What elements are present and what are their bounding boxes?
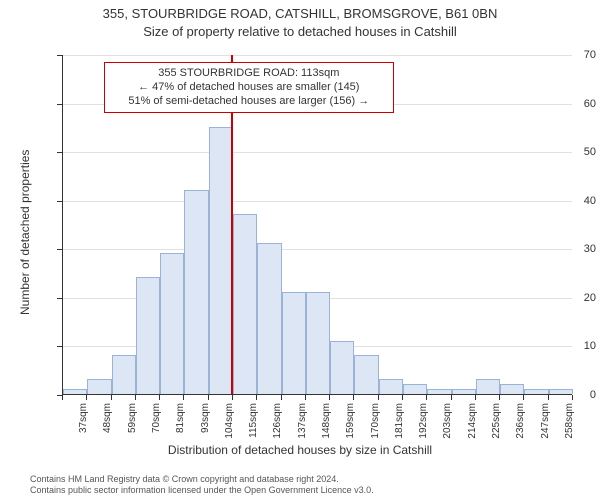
histogram-bar xyxy=(452,389,476,394)
annotation-line: 355 STOURBRIDGE ROAD: 113sqm xyxy=(111,66,387,80)
y-tick-label: 0 xyxy=(542,389,596,401)
y-tick-label: 20 xyxy=(542,292,596,304)
chart-title-sub: Size of property relative to detached ho… xyxy=(0,24,600,39)
annotation-line: 51% of semi-detached houses are larger (… xyxy=(111,94,387,108)
x-tick-mark xyxy=(451,395,452,400)
x-tick-label: 192sqm xyxy=(418,403,429,451)
y-tick-label: 70 xyxy=(542,49,596,61)
y-tick-mark xyxy=(57,201,62,202)
histogram-bar xyxy=(233,214,257,394)
y-tick-label: 60 xyxy=(542,98,596,110)
x-tick-mark xyxy=(426,395,427,400)
x-tick-label: 126sqm xyxy=(272,403,283,451)
y-tick-mark xyxy=(57,55,62,56)
histogram-bar xyxy=(379,379,403,394)
gridline xyxy=(63,249,572,250)
histogram-bar xyxy=(282,292,306,394)
x-tick-mark xyxy=(499,395,500,400)
x-tick-mark xyxy=(111,395,112,400)
footer-line-1: Contains HM Land Registry data © Crown c… xyxy=(30,474,600,485)
histogram-bar xyxy=(87,379,111,394)
annotation-box: 355 STOURBRIDGE ROAD: 113sqm← 47% of det… xyxy=(104,62,394,113)
x-tick-mark xyxy=(208,395,209,400)
annotation-line: ← 47% of detached houses are smaller (14… xyxy=(111,80,387,94)
histogram-bar xyxy=(500,384,524,394)
y-axis-title: Number of detached properties xyxy=(18,150,32,315)
x-tick-label: 181sqm xyxy=(394,403,405,451)
x-tick-mark xyxy=(548,395,549,400)
histogram-bar xyxy=(63,389,87,394)
chart-title-address: 355, STOURBRIDGE ROAD, CATSHILL, BROMSGR… xyxy=(0,6,600,21)
y-tick-mark xyxy=(57,104,62,105)
histogram-bar xyxy=(209,127,233,394)
x-tick-label: 247sqm xyxy=(540,403,551,451)
y-tick-mark xyxy=(57,298,62,299)
histogram-bar xyxy=(112,355,136,394)
y-tick-mark xyxy=(57,152,62,153)
x-tick-label: 37sqm xyxy=(78,403,89,451)
x-tick-mark xyxy=(281,395,282,400)
histogram-bar xyxy=(330,341,354,394)
y-tick-label: 10 xyxy=(542,340,596,352)
x-tick-mark xyxy=(159,395,160,400)
histogram-bar xyxy=(257,243,281,394)
x-tick-label: 214sqm xyxy=(467,403,478,451)
x-tick-mark xyxy=(378,395,379,400)
x-tick-mark xyxy=(183,395,184,400)
histogram-bar xyxy=(403,384,427,394)
x-tick-label: 104sqm xyxy=(224,403,235,451)
x-tick-mark xyxy=(86,395,87,400)
gridline xyxy=(63,152,572,153)
x-tick-label: 225sqm xyxy=(491,403,502,451)
x-tick-mark xyxy=(305,395,306,400)
x-tick-label: 93sqm xyxy=(200,403,211,451)
x-tick-label: 148sqm xyxy=(321,403,332,451)
x-tick-mark xyxy=(475,395,476,400)
histogram-bar xyxy=(306,292,330,394)
histogram-bar xyxy=(136,277,160,394)
y-tick-mark xyxy=(57,346,62,347)
x-tick-mark xyxy=(232,395,233,400)
x-tick-label: 258sqm xyxy=(564,403,575,451)
x-tick-label: 203sqm xyxy=(442,403,453,451)
x-tick-mark xyxy=(353,395,354,400)
x-tick-mark xyxy=(256,395,257,400)
y-tick-mark xyxy=(57,249,62,250)
x-tick-mark xyxy=(135,395,136,400)
x-tick-mark xyxy=(402,395,403,400)
histogram-bar xyxy=(427,389,451,394)
y-tick-label: 40 xyxy=(542,195,596,207)
x-tick-mark xyxy=(572,395,573,400)
histogram-bar xyxy=(184,190,208,394)
gridline xyxy=(63,55,572,56)
plot-area: 355 STOURBRIDGE ROAD: 113sqm← 47% of det… xyxy=(62,55,572,395)
x-tick-label: 159sqm xyxy=(345,403,356,451)
x-tick-mark xyxy=(62,395,63,400)
x-tick-label: 70sqm xyxy=(151,403,162,451)
footer-attribution: Contains HM Land Registry data © Crown c… xyxy=(0,474,600,496)
histogram-chart: 355, STOURBRIDGE ROAD, CATSHILL, BROMSGR… xyxy=(0,0,600,500)
histogram-bar xyxy=(354,355,378,394)
histogram-bar xyxy=(160,253,184,394)
x-tick-mark xyxy=(329,395,330,400)
x-tick-label: 48sqm xyxy=(102,403,113,451)
x-tick-label: 137sqm xyxy=(297,403,308,451)
histogram-bar xyxy=(476,379,500,394)
x-tick-label: 236sqm xyxy=(515,403,526,451)
y-tick-label: 50 xyxy=(542,146,596,158)
x-tick-mark xyxy=(523,395,524,400)
footer-line-2: Contains public sector information licen… xyxy=(30,485,600,496)
x-tick-label: 115sqm xyxy=(248,403,259,451)
x-tick-label: 81sqm xyxy=(175,403,186,451)
y-tick-label: 30 xyxy=(542,243,596,255)
x-tick-label: 170sqm xyxy=(370,403,381,451)
gridline xyxy=(63,201,572,202)
x-tick-label: 59sqm xyxy=(127,403,138,451)
